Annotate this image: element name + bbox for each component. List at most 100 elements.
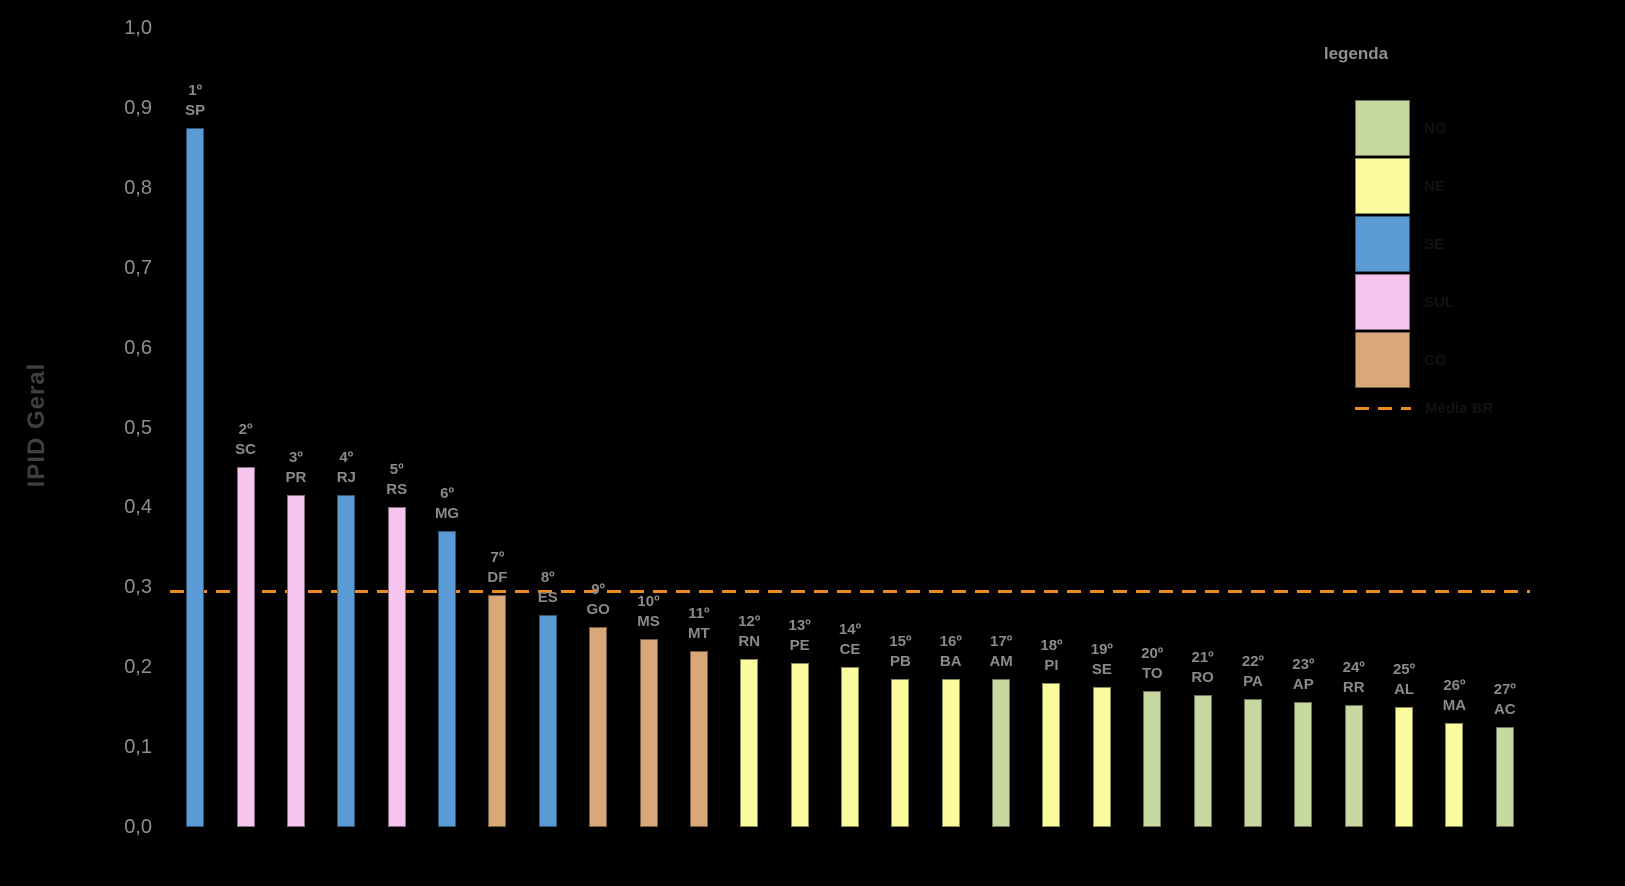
bar-PB <box>891 679 910 827</box>
y-tick-label: 0,7 <box>124 256 152 279</box>
bar-label-RO: 21º RO <box>1168 648 1238 688</box>
bar-label-DF: 7º DF <box>462 548 532 588</box>
legend-item-label: SUL <box>1424 293 1454 311</box>
bar-label-GO: 9º GO <box>563 580 633 620</box>
bar-state: ES <box>537 589 558 607</box>
bar-state: SP <box>185 101 206 119</box>
legend-swatch-SE <box>1355 216 1410 272</box>
legend-average-item: Média BR <box>1355 399 1494 417</box>
bar-label-ES: 8º ES <box>513 568 583 608</box>
bar-state: DF <box>487 569 508 587</box>
bar-label-RJ: 4º RJ <box>311 448 381 488</box>
bar-AP <box>1294 702 1313 827</box>
bar-rank: 3º <box>289 449 303 467</box>
bar-RO <box>1193 695 1212 827</box>
bar-rank: 1º <box>188 81 203 99</box>
bar-state: MS <box>637 613 660 631</box>
bar-MS <box>639 639 658 827</box>
legend-item-label: SE <box>1424 235 1445 253</box>
y-tick-label: 0,2 <box>124 656 152 679</box>
y-tick-label: 0,8 <box>124 176 152 199</box>
bar-state: RR <box>1342 678 1365 696</box>
legend-item-SUL: SUL <box>1355 274 1454 330</box>
bar-state: RN <box>738 633 761 651</box>
bar-state: PB <box>889 653 911 671</box>
bar-state: RO <box>1191 669 1214 687</box>
bar-PR <box>286 495 305 827</box>
bar-state: CE <box>839 641 861 659</box>
bar-label-TO: 20º TO <box>1117 644 1187 684</box>
bar-rank: 14º <box>838 621 862 639</box>
bar-label-RR: 24º RR <box>1319 658 1389 698</box>
bar-label-RS: 5º RS <box>362 460 432 500</box>
legend-average-label: Média BR <box>1425 399 1494 417</box>
bar-rank: 27º <box>1493 681 1516 699</box>
bar-rank: 23º <box>1292 656 1315 674</box>
bar-SC <box>236 467 255 827</box>
bar-state: TO <box>1141 665 1163 683</box>
bar-GO <box>589 627 608 827</box>
bar-label-PR: 3º PR <box>261 448 331 488</box>
y-axis-title: IPID Geral <box>23 362 50 488</box>
bar-label-MS: 10º MS <box>614 592 684 632</box>
bar-RR <box>1344 704 1363 827</box>
legend-item-label: NE <box>1424 177 1445 195</box>
legend-item-NO: NO <box>1355 100 1447 156</box>
bar-label-AM: 17º AM <box>966 632 1036 672</box>
bar-rank: 11º <box>688 605 710 623</box>
bar-state: PE <box>789 637 810 655</box>
bar-state: AP <box>1292 676 1314 694</box>
bar-rank: 2º <box>238 421 253 439</box>
legend-swatch-NE <box>1355 158 1410 214</box>
bar-state: SC <box>235 441 256 459</box>
bar-state: RJ <box>336 469 356 487</box>
bar-label-RN: 12º RN <box>714 612 784 652</box>
bar-DF <box>488 595 507 827</box>
bar-rank: 20º <box>1141 645 1164 663</box>
bar-rank: 17º <box>990 633 1013 651</box>
bar-MT <box>689 651 708 827</box>
bar-rank: 13º <box>788 617 811 635</box>
bar-label-AL: 25º AL <box>1369 660 1439 700</box>
bar-AM <box>992 679 1011 827</box>
bar-label-SC: 2º SC <box>211 420 281 460</box>
bar-state: GO <box>586 601 610 619</box>
bar-rank: 5º <box>389 461 404 479</box>
y-tick-label: 0,5 <box>124 416 152 439</box>
bar-label-MA: 26º MA <box>1419 676 1489 716</box>
bar-state: RS <box>386 481 408 499</box>
legend-title: legenda <box>1323 44 1389 63</box>
y-tick-label: 0,6 <box>124 336 152 359</box>
bar-state: SE <box>1091 661 1112 679</box>
average-reference-line <box>170 590 1530 594</box>
y-tick-label: 0,0 <box>124 816 152 838</box>
bar-label-CE: 14º CE <box>815 620 885 660</box>
bar-MG <box>438 531 457 827</box>
bar-state: PR <box>285 469 307 487</box>
bar-state: MT <box>688 625 710 643</box>
legend-swatch-SUL <box>1355 274 1410 330</box>
bar-AL <box>1395 707 1414 827</box>
legend-swatch-CO <box>1355 332 1410 388</box>
bar-BA <box>941 679 960 827</box>
bar-state: PA <box>1243 673 1263 691</box>
y-tick-label: 1,0 <box>124 17 152 39</box>
legend-item-CO: CO <box>1355 332 1447 388</box>
bar-rank: 12º <box>738 613 761 631</box>
legend-item-label: NO <box>1424 119 1447 137</box>
bar-rank: 22º <box>1241 653 1265 671</box>
bar-rank: 7º <box>490 549 505 567</box>
dashed-line-swatch <box>1355 406 1411 410</box>
bar-SP <box>186 127 205 827</box>
y-tick-label: 0,4 <box>124 496 152 519</box>
bar-AC <box>1495 727 1514 827</box>
y-tick-label: 0,1 <box>124 736 152 759</box>
bar-RS <box>387 507 406 827</box>
bar-rank: 21º <box>1191 649 1214 667</box>
bar-label-SE: 19º SE <box>1067 640 1137 680</box>
bar-rank: 10º <box>637 593 660 611</box>
legend-item-SE: SE <box>1355 216 1444 272</box>
bar-MA <box>1445 723 1464 827</box>
bar-rank: 15º <box>889 633 912 651</box>
